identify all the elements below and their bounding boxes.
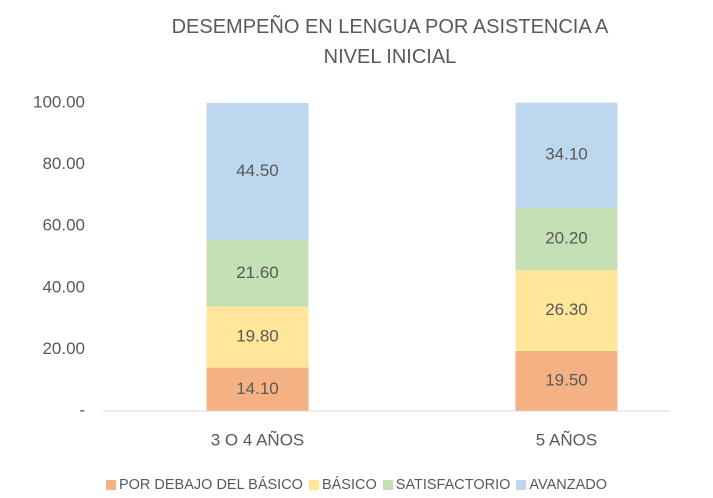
- y-tick-label: 20.00: [42, 339, 85, 358]
- y-tick-label: 60.00: [42, 216, 85, 235]
- bar-segment: [515, 207, 618, 270]
- legend: POR DEBAJO DEL BÁSICO BÁSICO SATISFACTORIO…: [0, 477, 713, 493]
- data-label: 44.50: [236, 161, 279, 180]
- chart-title: DESEMPEÑO EN LENGUA POR ASISTENCIA A NIV…: [171, 16, 609, 68]
- y-tick-label: 80.00: [42, 154, 85, 173]
- chart: - 20.00 40.00 60.00 80.00 100.00 3 O 4 AÑOS 14.…: [33, 92, 670, 449]
- data-label: 14.10: [236, 379, 279, 398]
- y-tick-label: 100.00: [33, 92, 85, 111]
- data-label: 20.20: [545, 228, 588, 247]
- y-tick-label: -: [79, 400, 85, 419]
- data-label: 34.10: [545, 145, 588, 164]
- data-label: 21.60: [236, 263, 279, 282]
- legend-swatch: [308, 480, 319, 490]
- y-tick-label: 40.00: [42, 277, 85, 296]
- bar-segment: [515, 102, 618, 208]
- data-label: 19.50: [545, 370, 588, 389]
- legend-swatch: [382, 480, 393, 490]
- legend-item: POR DEBAJO DEL BÁSICO: [105, 477, 303, 493]
- data-label: 19.80: [236, 327, 279, 346]
- bar-segment: [515, 350, 618, 411]
- bar-segment: [206, 103, 309, 241]
- data-label: 26.30: [545, 300, 588, 319]
- legend-swatch: [516, 480, 527, 490]
- bar-segment: [515, 269, 618, 351]
- legend-label: POR DEBAJO DEL BÁSICO: [118, 477, 303, 493]
- legend-label: SATISFACTORIO: [395, 477, 511, 493]
- legend-swatch: [105, 480, 116, 490]
- legend-label: AVANZADO: [529, 477, 608, 493]
- legend-label: BÁSICO: [321, 477, 377, 493]
- legend-item: AVANZADO: [516, 477, 607, 493]
- x-tick-label: 5 AÑOS: [536, 430, 597, 449]
- legend-item: BÁSICO: [308, 477, 377, 493]
- bar-segment: [206, 306, 309, 368]
- bar-segment: [206, 367, 309, 411]
- x-tick-label: 3 O 4 AÑOS: [211, 430, 305, 449]
- bar-segment: [206, 240, 309, 307]
- legend-item: SATISFACTORIO: [382, 477, 511, 493]
